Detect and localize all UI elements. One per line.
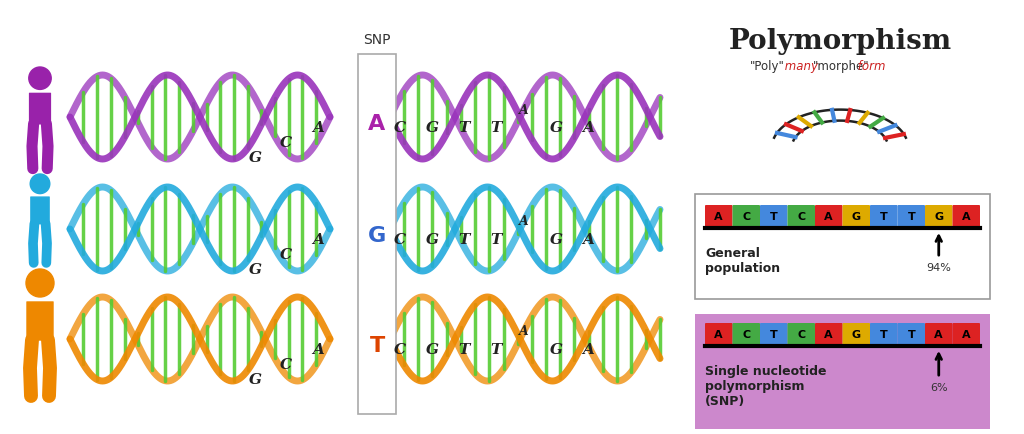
Text: T: T	[490, 121, 502, 135]
FancyBboxPatch shape	[870, 323, 897, 345]
FancyBboxPatch shape	[897, 206, 925, 227]
Text: 94%: 94%	[927, 263, 951, 273]
Text: A: A	[962, 211, 971, 221]
Text: SNP: SNP	[364, 33, 391, 47]
Text: "morphe": "morphe"	[812, 60, 869, 73]
FancyBboxPatch shape	[705, 206, 732, 227]
Circle shape	[29, 68, 51, 90]
Text: T: T	[880, 211, 888, 221]
Text: T: T	[880, 329, 888, 339]
Text: G: G	[249, 263, 261, 276]
Text: G: G	[550, 342, 562, 356]
Text: General
population: General population	[705, 247, 780, 274]
Text: A: A	[715, 329, 723, 339]
Text: T: T	[770, 329, 777, 339]
Text: A: A	[935, 329, 943, 339]
Text: G: G	[550, 121, 562, 135]
FancyBboxPatch shape	[897, 323, 925, 345]
Text: A: A	[519, 103, 528, 116]
Text: A: A	[312, 233, 324, 247]
Text: C: C	[394, 233, 407, 247]
FancyBboxPatch shape	[760, 323, 787, 345]
FancyBboxPatch shape	[952, 206, 980, 227]
Text: C: C	[280, 247, 292, 261]
Text: A: A	[312, 121, 324, 135]
Text: G: G	[550, 233, 562, 247]
FancyBboxPatch shape	[815, 323, 843, 345]
FancyBboxPatch shape	[30, 94, 50, 125]
Text: G: G	[249, 151, 261, 164]
Text: G: G	[249, 372, 261, 386]
FancyBboxPatch shape	[705, 323, 732, 345]
Text: A: A	[519, 325, 528, 338]
FancyBboxPatch shape	[843, 323, 870, 345]
FancyBboxPatch shape	[952, 323, 980, 345]
Text: C: C	[798, 329, 805, 339]
Bar	[695, 194, 990, 299]
Text: T: T	[459, 342, 470, 356]
Text: T: T	[459, 233, 470, 247]
Text: C: C	[798, 211, 805, 221]
Text: A: A	[582, 121, 594, 135]
Text: T: T	[370, 335, 385, 355]
Text: Polymorphism: Polymorphism	[728, 28, 951, 55]
Text: A: A	[824, 329, 834, 339]
Text: C: C	[394, 342, 407, 356]
Bar	[358, 55, 396, 414]
Text: A: A	[715, 211, 723, 221]
FancyBboxPatch shape	[925, 206, 952, 227]
Text: G: G	[368, 226, 386, 246]
Text: A: A	[369, 114, 386, 134]
Text: C: C	[742, 211, 751, 221]
Text: A: A	[519, 215, 528, 228]
Bar	[695, 314, 990, 429]
Circle shape	[26, 270, 54, 297]
FancyBboxPatch shape	[925, 323, 952, 345]
Text: G: G	[426, 342, 438, 356]
FancyBboxPatch shape	[27, 302, 53, 340]
FancyBboxPatch shape	[760, 206, 787, 227]
Text: T: T	[459, 121, 470, 135]
Text: A: A	[824, 211, 834, 221]
Text: T: T	[490, 342, 502, 356]
Text: "Poly": "Poly"	[750, 60, 784, 73]
Text: G: G	[934, 211, 943, 221]
Text: G: G	[852, 329, 861, 339]
Text: form: form	[854, 60, 886, 73]
FancyBboxPatch shape	[815, 206, 843, 227]
Text: C: C	[394, 121, 407, 135]
Text: G: G	[426, 121, 438, 135]
Text: 6%: 6%	[930, 382, 947, 392]
Text: C: C	[280, 136, 292, 150]
Text: A: A	[962, 329, 971, 339]
Text: A: A	[582, 342, 594, 356]
Circle shape	[30, 174, 50, 194]
Text: Single nucleotide
polymorphism
(SNP): Single nucleotide polymorphism (SNP)	[705, 364, 826, 407]
FancyBboxPatch shape	[732, 323, 760, 345]
Text: A: A	[582, 233, 594, 247]
Text: T: T	[907, 211, 915, 221]
Text: T: T	[490, 233, 502, 247]
Text: T: T	[907, 329, 915, 339]
FancyBboxPatch shape	[870, 206, 897, 227]
Text: G: G	[852, 211, 861, 221]
FancyBboxPatch shape	[787, 323, 815, 345]
FancyBboxPatch shape	[787, 206, 815, 227]
Text: C: C	[742, 329, 751, 339]
FancyBboxPatch shape	[732, 206, 760, 227]
Text: C: C	[280, 357, 292, 371]
Text: G: G	[426, 233, 438, 247]
Text: T: T	[770, 211, 777, 221]
Text: A: A	[312, 342, 324, 356]
FancyBboxPatch shape	[843, 206, 870, 227]
Text: many: many	[781, 60, 822, 73]
FancyBboxPatch shape	[31, 197, 49, 224]
